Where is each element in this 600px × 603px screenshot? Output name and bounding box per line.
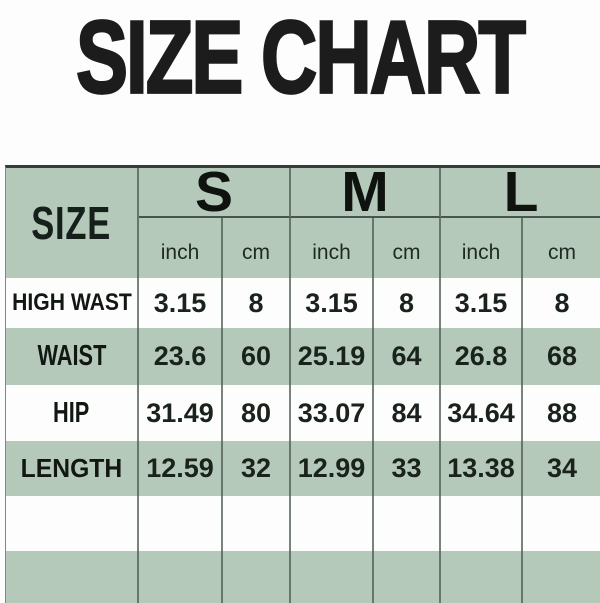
row-label-empty — [6, 496, 139, 551]
unit-header-m-inch: inch — [291, 218, 374, 278]
table-cell: 68 — [546, 341, 578, 371]
table-cell: 8 — [523, 278, 600, 328]
row-label-waist: WAIST — [6, 328, 139, 385]
row-label-high-wast: HIGH WAST — [6, 278, 139, 328]
table-cell — [291, 551, 374, 603]
table-cell: 26.8 — [441, 328, 523, 385]
table-cell — [139, 496, 223, 551]
table-cell: 88 — [523, 385, 600, 441]
table-cell — [223, 551, 291, 603]
size-header-s: S — [139, 168, 291, 218]
table-cell: 12.99 — [291, 441, 374, 496]
table-cell: 3.15 — [139, 278, 223, 328]
table-cell: 3.15 — [441, 278, 523, 328]
table-cell — [523, 496, 600, 551]
unit-header-s-cm: cm — [223, 218, 291, 278]
table-cell: 8 — [223, 278, 291, 328]
table-cell: 25.19 — [291, 328, 374, 385]
table-cell: 23.6 — [139, 328, 223, 385]
unit-header-l-inch: inch — [441, 218, 523, 278]
size-header-l: L — [441, 168, 600, 218]
table-cell: 33.07 — [291, 385, 374, 441]
size-chart-table: SIZE S M L inch cm inch cm inch cm HIGH … — [5, 165, 600, 603]
table-cell: 12.59 — [139, 441, 223, 496]
table-cell: 34 — [546, 453, 578, 483]
table-cell: 8 — [374, 278, 441, 328]
table-cell — [139, 551, 223, 603]
table-cell: 80 — [223, 385, 291, 441]
table-cell — [441, 551, 523, 603]
table-cell: 3.15 — [291, 278, 374, 328]
table-cell: 60 — [223, 328, 291, 385]
unit-header-s-inch: inch — [139, 218, 223, 278]
table-cell: 84 — [374, 385, 441, 441]
row-label-hip: HIP — [6, 385, 139, 441]
row-label-empty — [6, 551, 139, 603]
row-label-length: LENGTH — [6, 441, 139, 496]
table-cell — [523, 551, 600, 603]
table-cell: 32 — [223, 441, 291, 496]
page-title: SIZE CHART — [0, 0, 600, 116]
table-cell: 34.64 — [441, 385, 523, 441]
unit-header-l-cm: cm — [548, 240, 576, 264]
table-cell: 31.49 — [139, 385, 223, 441]
corner-header-cell: SIZE — [6, 168, 139, 278]
size-header-m: M — [291, 168, 441, 218]
table-cell: 13.38 — [441, 441, 523, 496]
table-cell — [374, 496, 441, 551]
table-cell — [374, 551, 441, 603]
table-cell — [291, 496, 374, 551]
table-cell: 33 — [374, 441, 441, 496]
unit-header-m-cm: cm — [374, 218, 441, 278]
corner-header-label: SIZE — [31, 197, 112, 249]
table-cell — [441, 496, 523, 551]
page-title-text: SIZE CHART — [75, 0, 527, 116]
table-cell — [223, 496, 291, 551]
table-cell: 64 — [374, 328, 441, 385]
